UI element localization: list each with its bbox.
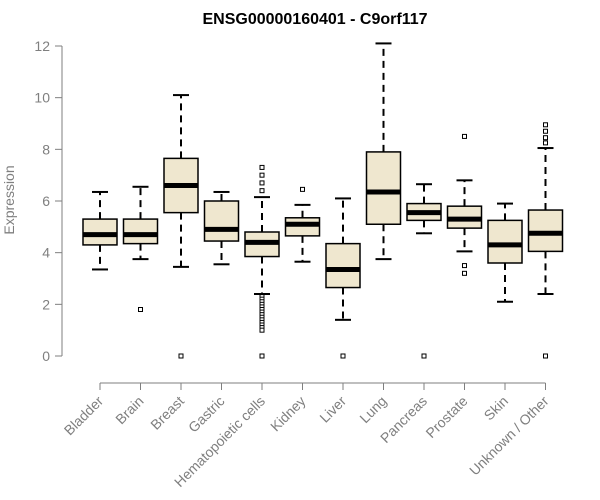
x-tick-label: Liver — [316, 393, 349, 426]
chart-title: ENSG00000160401 - C9orf117 — [202, 11, 427, 28]
box-bladder — [82, 190, 118, 271]
outlier-point — [259, 188, 265, 194]
y-axis-label: Expression — [1, 165, 17, 234]
box-iqr — [122, 218, 159, 245]
outlier-point — [300, 186, 305, 192]
x-tick-label: Lung — [356, 393, 389, 426]
outlier-point — [259, 172, 265, 178]
y-axis: 0 2 4 6 8 10 12 — [34, 38, 63, 364]
outlier-point — [543, 140, 548, 146]
box-lung — [365, 42, 402, 261]
outlier-point — [259, 327, 265, 333]
outlier-point — [421, 353, 427, 359]
outlier-point — [259, 353, 265, 359]
box-kidney — [284, 186, 321, 263]
box-brain — [122, 185, 159, 312]
outlier-point — [259, 164, 265, 170]
outlier-point — [259, 180, 265, 186]
y-tick-label: 4 — [42, 245, 50, 261]
y-tick-label: 6 — [42, 193, 50, 209]
box-gastric — [203, 190, 240, 266]
x-tick-label: Breast — [147, 393, 187, 433]
x-tick-label: Brain — [112, 393, 146, 427]
outlier-point — [543, 135, 548, 141]
box-iqr — [203, 200, 240, 242]
outlier-point — [138, 307, 143, 312]
outlier-point — [178, 353, 184, 359]
outlier-point — [462, 133, 467, 139]
outlier-point — [543, 353, 548, 359]
outlier-point — [543, 122, 548, 128]
box-unknown-other — [527, 122, 564, 359]
box-skin — [487, 202, 523, 303]
y-tick-label: 8 — [42, 141, 50, 157]
outlier-point — [462, 263, 467, 269]
x-tick-label: Skin — [481, 393, 512, 424]
box-iqr — [365, 151, 402, 226]
box-iqr — [487, 219, 523, 264]
box-series — [82, 42, 564, 359]
outlier-point — [340, 353, 346, 359]
x-tick-label: Bladder — [61, 393, 107, 439]
y-tick-label: 10 — [34, 90, 50, 106]
box-iqr — [325, 242, 361, 289]
box-pancreas — [406, 183, 442, 359]
outlier-point — [462, 270, 467, 276]
box-iqr — [527, 209, 564, 253]
box-breast — [163, 94, 199, 359]
y-tick-label: 0 — [42, 348, 50, 364]
y-tick-label: 12 — [34, 38, 50, 54]
box-prostate — [446, 133, 483, 276]
x-tick-label: Kidney — [267, 393, 309, 435]
y-tick-label: 2 — [42, 296, 50, 312]
box-iqr — [82, 218, 118, 246]
outlier-point — [543, 128, 548, 134]
box-liver — [325, 197, 361, 359]
box-hematopoietic-cells — [244, 164, 280, 359]
box-iqr — [284, 217, 321, 237]
x-tick-label: Prostate — [422, 393, 470, 441]
